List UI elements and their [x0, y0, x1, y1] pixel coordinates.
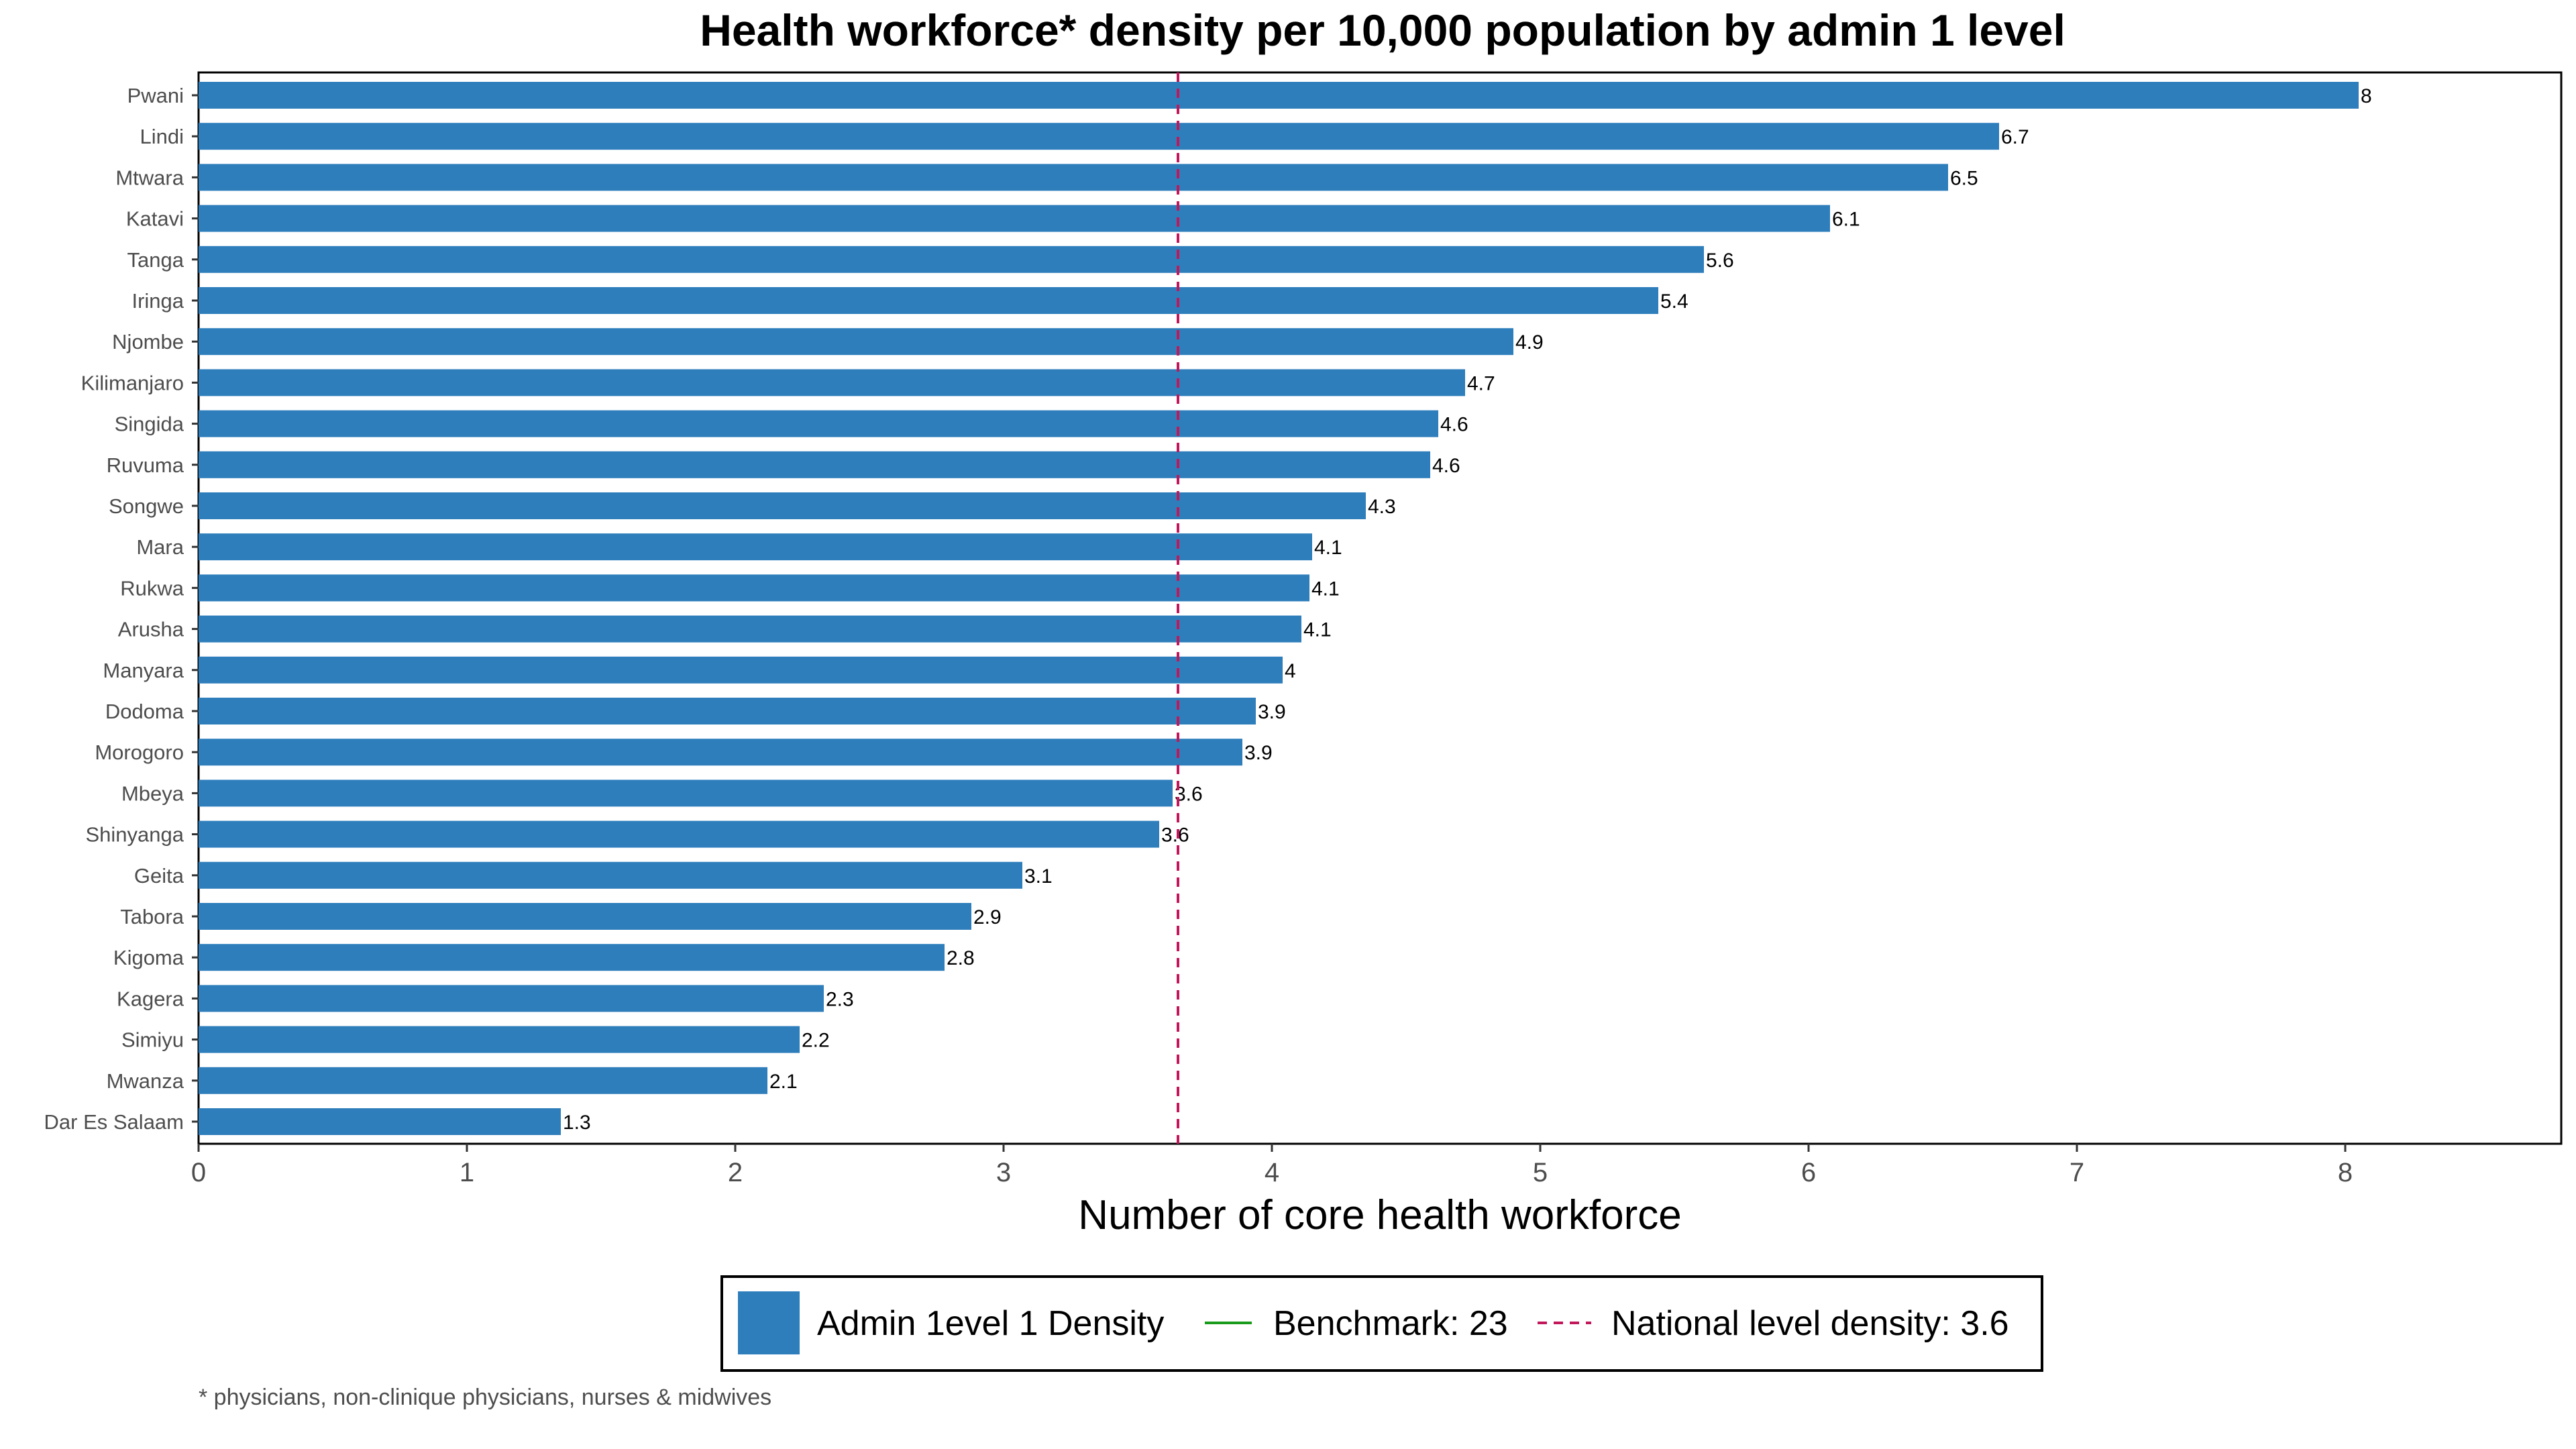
legend-swatch-density — [738, 1291, 800, 1354]
category-label: Dodoma — [105, 700, 184, 723]
value-label: 2.1 — [769, 1071, 798, 1093]
bar-njombe — [199, 328, 1513, 355]
value-label: 3.9 — [1258, 701, 1286, 723]
value-label: 2.8 — [947, 947, 975, 969]
bar-dar-es-salaam — [199, 1108, 561, 1135]
category-label: Songwe — [109, 494, 184, 518]
bar-mtwara — [199, 164, 1948, 191]
value-label: 5.6 — [1706, 250, 1734, 272]
category-label: Mwanza — [107, 1069, 184, 1093]
category-label: Geita — [134, 864, 184, 888]
chart-title: Health workforce* density per 10,000 pop… — [700, 5, 2065, 55]
x-tick-label: 8 — [2338, 1158, 2353, 1187]
bar-simiyu — [199, 1026, 800, 1053]
x-tick-label: 2 — [728, 1158, 743, 1187]
bar-katavi — [199, 205, 1830, 232]
value-label: 6.1 — [1832, 209, 1860, 231]
category-label: Simiyu — [121, 1028, 184, 1052]
value-label: 4.1 — [1311, 578, 1340, 600]
category-label: Katavi — [126, 207, 184, 231]
bar-mara — [199, 533, 1312, 560]
category-label: Njombe — [112, 330, 184, 354]
x-axis: 0 1 2 3 4 5 6 7 8 — [191, 1144, 2353, 1187]
category-label: Singida — [115, 413, 184, 436]
category-label: Lindi — [140, 125, 184, 148]
legend-label-benchmark: Benchmark: 23 — [1273, 1304, 1508, 1343]
bar-mwanza — [199, 1067, 767, 1094]
value-label: 4.6 — [1432, 455, 1460, 477]
category-label: Dar Es Salaam — [44, 1110, 184, 1134]
category-label: Pwani — [127, 84, 184, 107]
value-label: 4 — [1285, 660, 1296, 682]
category-label: Tabora — [120, 905, 184, 928]
value-label: 2.9 — [973, 906, 1002, 928]
category-label: Arusha — [118, 618, 184, 641]
bar-kilimanjaro — [199, 369, 1465, 396]
value-label: 6.7 — [2001, 126, 2029, 148]
bar-kagera — [199, 985, 824, 1012]
category-label: Ruvuma — [107, 453, 184, 477]
bar-arusha — [199, 616, 1301, 643]
bar-tabora — [199, 903, 971, 930]
x-tick-label: 7 — [2070, 1158, 2084, 1187]
category-label: Tanga — [127, 248, 184, 272]
plot-frame — [199, 72, 2561, 1144]
category-label: Mtwara — [115, 166, 184, 189]
bar-geita — [199, 862, 1022, 889]
x-tick-label: 6 — [1801, 1158, 1816, 1187]
value-label: 4.7 — [1467, 372, 1495, 394]
value-label: 2.3 — [826, 988, 854, 1010]
category-label: Manyara — [103, 659, 184, 682]
bar-rukwa — [199, 574, 1309, 601]
category-label: Shinyanga — [85, 823, 184, 847]
bar-morogoro — [199, 739, 1242, 765]
caption: * physicians, non-clinique physicians, n… — [199, 1385, 771, 1410]
x-tick-label: 3 — [996, 1158, 1011, 1187]
value-label: 4.9 — [1515, 331, 1544, 354]
bar-ruvuma — [199, 451, 1430, 478]
x-tick-label: 4 — [1265, 1158, 1279, 1187]
bar-kigoma — [199, 944, 945, 971]
category-label: Kigoma — [113, 946, 184, 969]
value-label: 3.9 — [1244, 742, 1273, 764]
x-tick-label: 1 — [460, 1158, 474, 1187]
value-label: 8 — [2361, 85, 2372, 107]
value-label: 2.2 — [802, 1030, 830, 1052]
value-label: 6.5 — [1950, 167, 1978, 189]
bar-pwani — [199, 82, 2359, 109]
bar-dodoma — [199, 698, 1256, 724]
value-label: 4.6 — [1440, 414, 1468, 436]
bar-songwe — [199, 492, 1366, 519]
category-label: Kilimanjaro — [81, 371, 184, 394]
value-label: 4.3 — [1368, 496, 1396, 518]
bar-mbeya — [199, 780, 1173, 806]
legend: Admin 1evel 1 Density Benchmark: 23 Nati… — [722, 1277, 2042, 1371]
value-label: 5.4 — [1660, 290, 1688, 313]
category-label: Mbeya — [121, 782, 184, 805]
x-axis-title: Number of core health workforce — [1078, 1192, 1681, 1238]
bar-tanga — [199, 246, 1704, 273]
value-label: 3.6 — [1161, 824, 1189, 847]
category-label: Morogoro — [95, 741, 184, 764]
bar-lindi — [199, 123, 1999, 150]
x-tick-label: 5 — [1533, 1158, 1548, 1187]
category-label: Iringa — [131, 289, 184, 313]
x-tick-label: 0 — [191, 1158, 206, 1187]
bar-iringa — [199, 287, 1658, 314]
value-label: 3.1 — [1024, 865, 1053, 888]
value-label: 4.1 — [1303, 619, 1332, 641]
bars-layer — [199, 82, 2359, 1135]
legend-label-density: Admin 1evel 1 Density — [817, 1304, 1164, 1343]
category-label: Kagera — [117, 987, 184, 1010]
bar-singida — [199, 411, 1438, 437]
category-label: Mara — [136, 535, 184, 559]
value-label: 4.1 — [1314, 537, 1342, 559]
legend-label-national: National level density: 3.6 — [1611, 1304, 2009, 1343]
value-label: 1.3 — [563, 1112, 591, 1134]
bar-manyara — [199, 657, 1283, 684]
bar-shinyanga — [199, 821, 1159, 848]
category-label: Rukwa — [120, 576, 184, 600]
labels-layer: Pwani 8 Lindi 6.7 Mtwara 6.5 Katavi 6.1 Tanga 5.6… — [44, 84, 2372, 1134]
